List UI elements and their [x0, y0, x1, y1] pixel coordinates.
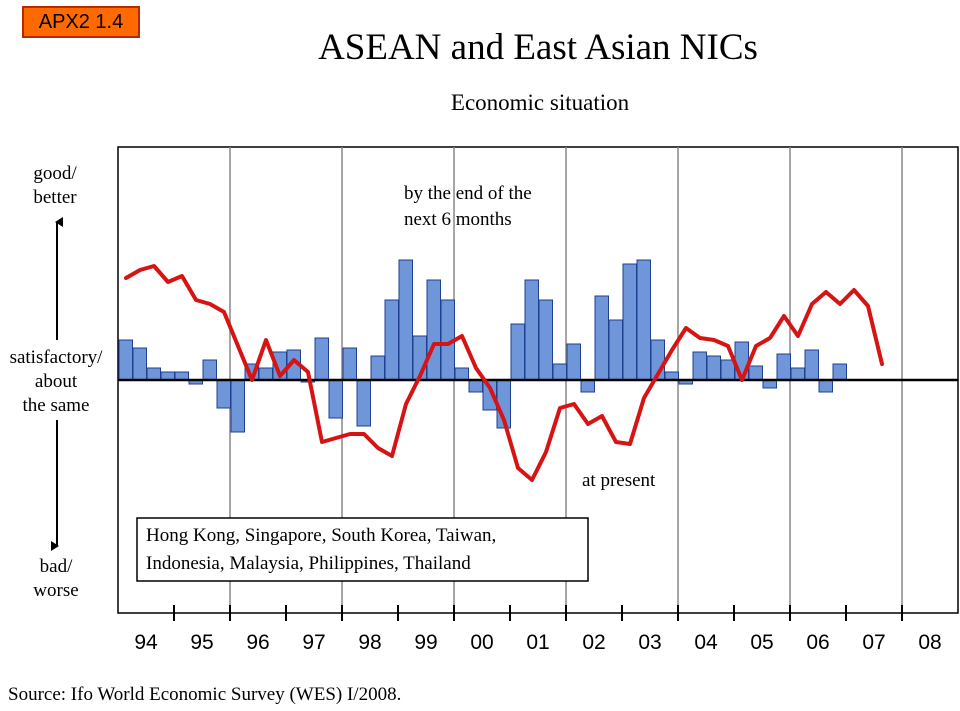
y-label-bad: bad/ worse: [18, 555, 94, 603]
bar: [552, 363, 567, 381]
countries-line2: Indonesia, Malaysia, Philippines, Thaila…: [146, 553, 471, 574]
bar: [706, 355, 721, 381]
chart-title: ASEAN and East Asian NICs: [318, 27, 758, 68]
chart-subtitle: Economic situation: [450, 90, 630, 115]
y-label-bad-line2: worse: [33, 580, 79, 601]
bar: [426, 279, 441, 381]
bar: [258, 367, 273, 381]
chart-id-badge: APX2 1.4: [22, 6, 140, 38]
x-tick-label: 08: [918, 631, 941, 654]
x-tick-label: 03: [638, 631, 661, 654]
bar: [776, 353, 791, 381]
y-label-same-line3: the same: [22, 395, 90, 416]
y-label-same: satisfactory/ about the same: [0, 346, 112, 418]
x-tick-label: 06: [806, 631, 829, 654]
bar: [118, 339, 133, 381]
x-tick-label: 94: [134, 631, 158, 654]
x-tick-label: 07: [862, 631, 885, 654]
annotation-present: at present: [582, 470, 656, 491]
y-label-bad-line1: bad/: [39, 556, 73, 577]
x-tick-label: 05: [750, 631, 773, 654]
bar: [580, 379, 595, 393]
x-tick-label: 01: [526, 631, 549, 654]
countries-line1: Hong Kong, Singapore, South Korea, Taiwa…: [146, 525, 496, 546]
bar: [538, 299, 553, 381]
bar: [356, 379, 371, 427]
source-note: Source: Ifo World Economic Survey (WES) …: [8, 684, 402, 705]
bar: [314, 337, 329, 381]
bar: [510, 323, 525, 381]
x-tick-label: 97: [302, 631, 325, 654]
bar: [608, 319, 623, 381]
x-tick-label: 00: [470, 631, 493, 654]
x-tick-marks: [173, 605, 903, 621]
bar: [566, 343, 581, 381]
bar: [216, 379, 231, 409]
bar: [636, 259, 651, 381]
bar: [622, 263, 637, 381]
annotation-expectations-line2: next 6 months: [404, 209, 512, 230]
bar: [230, 379, 245, 433]
x-tick-labels: 94 95 96 97 98 99 00 01 02 03 04 05 06 07 08: [134, 631, 941, 654]
bar: [832, 363, 847, 381]
y-label-good-line2: better: [33, 187, 77, 208]
bar: [692, 351, 707, 381]
line-series: [124, 264, 884, 482]
bar: [398, 259, 413, 381]
countries-box: [136, 517, 589, 582]
x-tick-label: 98: [358, 631, 381, 654]
bar: [132, 347, 147, 381]
x-tick-label: 04: [694, 631, 718, 654]
y-label-good-line1: good/: [33, 163, 77, 184]
x-tick-label: 02: [582, 631, 605, 654]
bar: [202, 359, 217, 381]
y-label-same-line1: satisfactory/: [9, 347, 103, 368]
bar: [468, 379, 483, 393]
x-tick-label: 96: [246, 631, 269, 654]
bar-series: [118, 259, 847, 433]
bar: [748, 365, 763, 381]
bar: [384, 299, 399, 381]
bar: [328, 379, 343, 419]
bar: [804, 349, 819, 381]
x-tick-label: 99: [414, 631, 437, 654]
x-tick-label: 95: [190, 631, 213, 654]
bar: [454, 367, 469, 381]
bar: [146, 367, 161, 381]
bar: [790, 367, 805, 381]
bar: [818, 379, 833, 393]
bar: [370, 355, 385, 381]
bar: [524, 279, 539, 381]
bar: [594, 295, 609, 381]
bar: [342, 347, 357, 381]
bar: [720, 359, 735, 381]
y-label-same-line2: about: [34, 371, 78, 392]
y-label-good: good/ better: [18, 162, 92, 210]
annotation-expectations-line1: by the end of the: [404, 183, 532, 204]
